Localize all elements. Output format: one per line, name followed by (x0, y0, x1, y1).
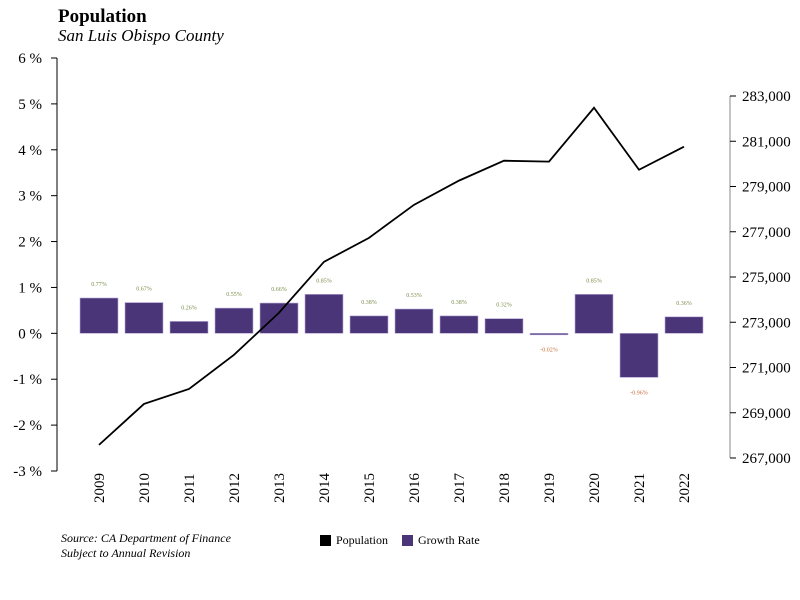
left-axis-tick-label: 2 % (18, 235, 42, 251)
right-axis-tick-label: 271,000 (742, 361, 791, 377)
growth-rate-bar (439, 315, 479, 334)
growth-rate-bar (619, 333, 659, 378)
x-axis-tick-label: 2021 (632, 473, 648, 503)
growth-rate-bar (304, 294, 344, 334)
growth-rate-data-label: 0.53% (406, 293, 422, 299)
left-axis-tick-label: -2 % (13, 418, 42, 434)
x-axis-tick-label: 2011 (182, 474, 198, 503)
left-axis-tick-label: -1 % (13, 372, 42, 388)
left-axis-tick-label: -3 % (13, 464, 42, 480)
x-axis-tick-label: 2012 (227, 473, 243, 503)
growth-rate-data-label: 0.66% (271, 287, 287, 293)
growth-rate-bar (349, 315, 389, 334)
x-axis-tick-label: 2010 (137, 473, 153, 503)
right-axis-tick-label: 277,000 (742, 225, 791, 241)
legend-item-population: Population (320, 533, 388, 548)
x-axis-tick-label: 2017 (452, 473, 468, 504)
left-axis-tick-label: 5 % (18, 97, 42, 113)
growth-rate-labels: 0.77% 0.67% 0.26% 0.55% 0.66% 0.85% 0.38% 0.53%… (91, 278, 692, 396)
growth-rate-data-label: 0.77% (91, 282, 107, 288)
right-axis: 267,000 269,000 271,000 273,000 275,000 277,0… (729, 89, 791, 467)
growth-rate-data-label: -0.02% (540, 347, 558, 353)
growth-rate-data-label: 0.32% (496, 303, 512, 309)
growth-rate-bar (79, 297, 119, 334)
growth-rate-bar (484, 318, 524, 334)
x-axis-tick-label: 2015 (362, 473, 378, 503)
right-axis-tick-label: 281,000 (742, 134, 791, 150)
x-axis-tick-label: 2009 (92, 473, 108, 503)
x-axis-tick-label: 2019 (542, 473, 558, 503)
growth-rate-bar (124, 302, 164, 334)
growth-rate-bar (529, 333, 569, 336)
chart-footer: Source: CA Department of Finance Subject… (61, 531, 231, 561)
growth-rate-data-label: 0.85% (316, 278, 332, 284)
growth-rate-bar (169, 321, 209, 334)
growth-rate-data-label: 0.85% (586, 278, 602, 284)
x-axis-tick-label: 2018 (497, 473, 513, 503)
right-axis-tick-label: 269,000 (742, 406, 791, 422)
legend: Population Growth Rate (320, 533, 494, 548)
growth-rate-bar (664, 316, 704, 334)
population-line-group (98, 106, 685, 446)
left-axis-tick-label: 4 % (18, 143, 42, 159)
x-axis-tick-label: 2014 (317, 473, 333, 504)
left-axis-tick-label: 0 % (18, 326, 42, 342)
chart-title: Population (58, 6, 147, 27)
x-axis-tick-label: 2013 (272, 473, 288, 503)
x-axis-tick-label: 2020 (587, 473, 603, 503)
legend-label-growth-rate: Growth Rate (418, 533, 480, 547)
left-axis: -3 % -2 % -1 % 0 % 1 % 2 % 3 % 4 % 5 % 6 % (13, 51, 58, 480)
growth-rate-data-label: 0.26% (181, 305, 197, 311)
growth-rate-bar (394, 308, 434, 334)
right-axis-tick-label: 267,000 (742, 451, 791, 467)
growth-rate-data-label: 0.67% (136, 287, 152, 293)
revision-note: Subject to Annual Revision (61, 546, 191, 560)
growth-rate-bar (214, 307, 254, 334)
legend-swatch-growth-rate (402, 535, 414, 546)
right-axis-tick-label: 279,000 (742, 180, 791, 196)
left-axis-tick-label: 6 % (18, 51, 42, 67)
population-line (98, 106, 685, 446)
chart-subtitle: San Luis Obispo County (58, 26, 224, 45)
growth-rate-bar (574, 294, 614, 334)
legend-label-population: Population (336, 533, 389, 547)
left-axis-tick-label: 1 % (18, 280, 42, 296)
growth-rate-data-label: 0.36% (676, 301, 692, 307)
growth-rate-data-label: 0.38% (361, 300, 377, 306)
legend-item-growth-rate: Growth Rate (402, 533, 480, 548)
x-axis-tick-label: 2016 (407, 473, 423, 504)
right-axis-tick-label: 283,000 (742, 89, 791, 105)
growth-rate-data-label: 0.55% (226, 292, 242, 298)
right-axis-tick-label: 273,000 (742, 315, 791, 331)
legend-swatch-population (320, 535, 331, 546)
x-axis-tick-label: 2022 (677, 473, 693, 503)
growth-rate-bars (79, 294, 704, 378)
right-axis-tick-label: 275,000 (742, 270, 791, 286)
growth-rate-data-label: 0.38% (451, 300, 467, 306)
growth-rate-bar (259, 302, 299, 334)
left-axis-tick-label: 3 % (18, 189, 42, 205)
growth-rate-data-label: -0.96% (630, 390, 648, 396)
x-axis-labels: 2009 2010 2011 2012 2013 2014 2015 2016 2017 2018… (92, 473, 693, 504)
source-note: Source: CA Department of Finance (61, 531, 231, 545)
